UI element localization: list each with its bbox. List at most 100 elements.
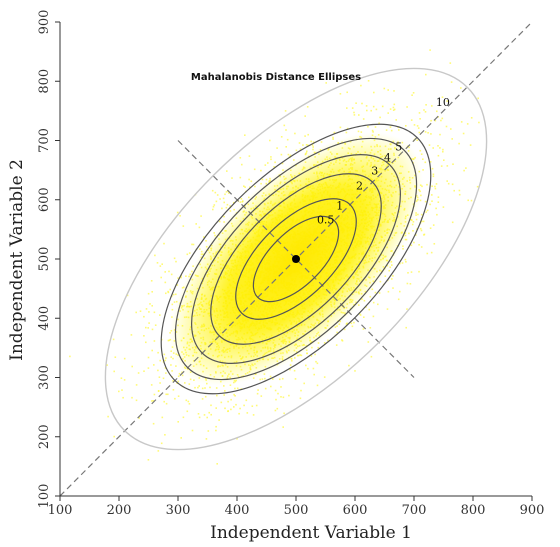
data-point [169, 288, 171, 291]
data-point [431, 185, 433, 187]
data-point [165, 393, 167, 396]
data-point [405, 261, 407, 263]
data-point [145, 326, 147, 329]
data-point [214, 191, 217, 194]
data-point [159, 382, 161, 384]
data-point [204, 387, 206, 389]
data-point [424, 161, 427, 164]
data-point [139, 310, 142, 312]
data-point [281, 162, 284, 165]
data-point [406, 308, 408, 310]
data-point [446, 180, 448, 182]
data-point [360, 131, 363, 133]
data-point [393, 108, 396, 111]
data-point [405, 238, 408, 241]
data-point [213, 232, 215, 234]
data-point [149, 303, 151, 305]
data-point [304, 115, 306, 117]
data-point [179, 215, 181, 217]
data-point [223, 385, 225, 387]
data-point [437, 154, 440, 157]
data-point [208, 411, 210, 414]
data-point [160, 442, 163, 445]
data-point [229, 205, 231, 207]
data-point [188, 403, 191, 405]
data-point [171, 303, 174, 306]
data-point [138, 417, 140, 419]
data-point [303, 382, 305, 385]
data-point [312, 146, 314, 148]
data-point [120, 377, 123, 379]
data-point [106, 364, 108, 366]
data-point [392, 106, 395, 109]
data-point [251, 405, 254, 407]
data-point [158, 376, 161, 378]
data-point [239, 407, 241, 410]
data-point [460, 87, 462, 89]
data-point [419, 149, 422, 152]
data-point [114, 356, 117, 358]
data-point [293, 369, 296, 372]
data-point [254, 185, 256, 188]
data-point [406, 106, 408, 108]
data-point [410, 244, 413, 247]
data-point [259, 378, 261, 381]
data-point [377, 303, 379, 306]
data-point [123, 357, 126, 360]
data-point [305, 364, 307, 367]
data-point [325, 82, 327, 84]
data-point [264, 164, 267, 166]
data-point [191, 243, 193, 246]
data-point [477, 97, 479, 100]
data-point [387, 112, 389, 114]
data-point [167, 339, 170, 342]
data-point [287, 153, 290, 156]
data-point [121, 389, 123, 391]
data-point [307, 133, 309, 136]
data-point [159, 359, 161, 362]
data-point [280, 386, 282, 388]
data-point [143, 315, 145, 318]
data-point [429, 203, 431, 206]
data-point [269, 375, 272, 378]
data-point [131, 365, 133, 368]
data-point [312, 367, 315, 370]
data-point [274, 161, 276, 164]
data-point [176, 211, 179, 214]
data-point [145, 341, 147, 344]
data-point [441, 117, 444, 120]
data-point [363, 299, 366, 302]
data-point [256, 392, 259, 395]
data-point [431, 105, 433, 107]
data-point [420, 229, 423, 232]
data-point [275, 398, 277, 401]
data-point [215, 200, 218, 203]
data-point [151, 400, 153, 402]
data-point [401, 262, 404, 264]
data-point [358, 313, 361, 315]
data-point [157, 390, 160, 392]
data-point [164, 359, 167, 362]
data-point [198, 385, 200, 387]
data-point [218, 419, 220, 421]
data-point [300, 354, 303, 357]
data-point [341, 339, 343, 341]
data-point [238, 412, 240, 415]
data-point [135, 399, 138, 402]
data-point [276, 407, 279, 410]
data-point [432, 224, 435, 226]
data-point [392, 275, 394, 277]
data-point [216, 463, 218, 465]
data-point [383, 87, 386, 90]
data-point [168, 339, 171, 342]
data-point [406, 282, 409, 285]
data-point [206, 416, 208, 419]
data-point [241, 201, 244, 203]
data-point [305, 152, 308, 154]
data-point [224, 407, 226, 410]
data-point [239, 176, 242, 179]
data-point [151, 305, 153, 307]
data-point [150, 280, 153, 282]
data-point [265, 178, 268, 181]
data-point [186, 410, 189, 413]
